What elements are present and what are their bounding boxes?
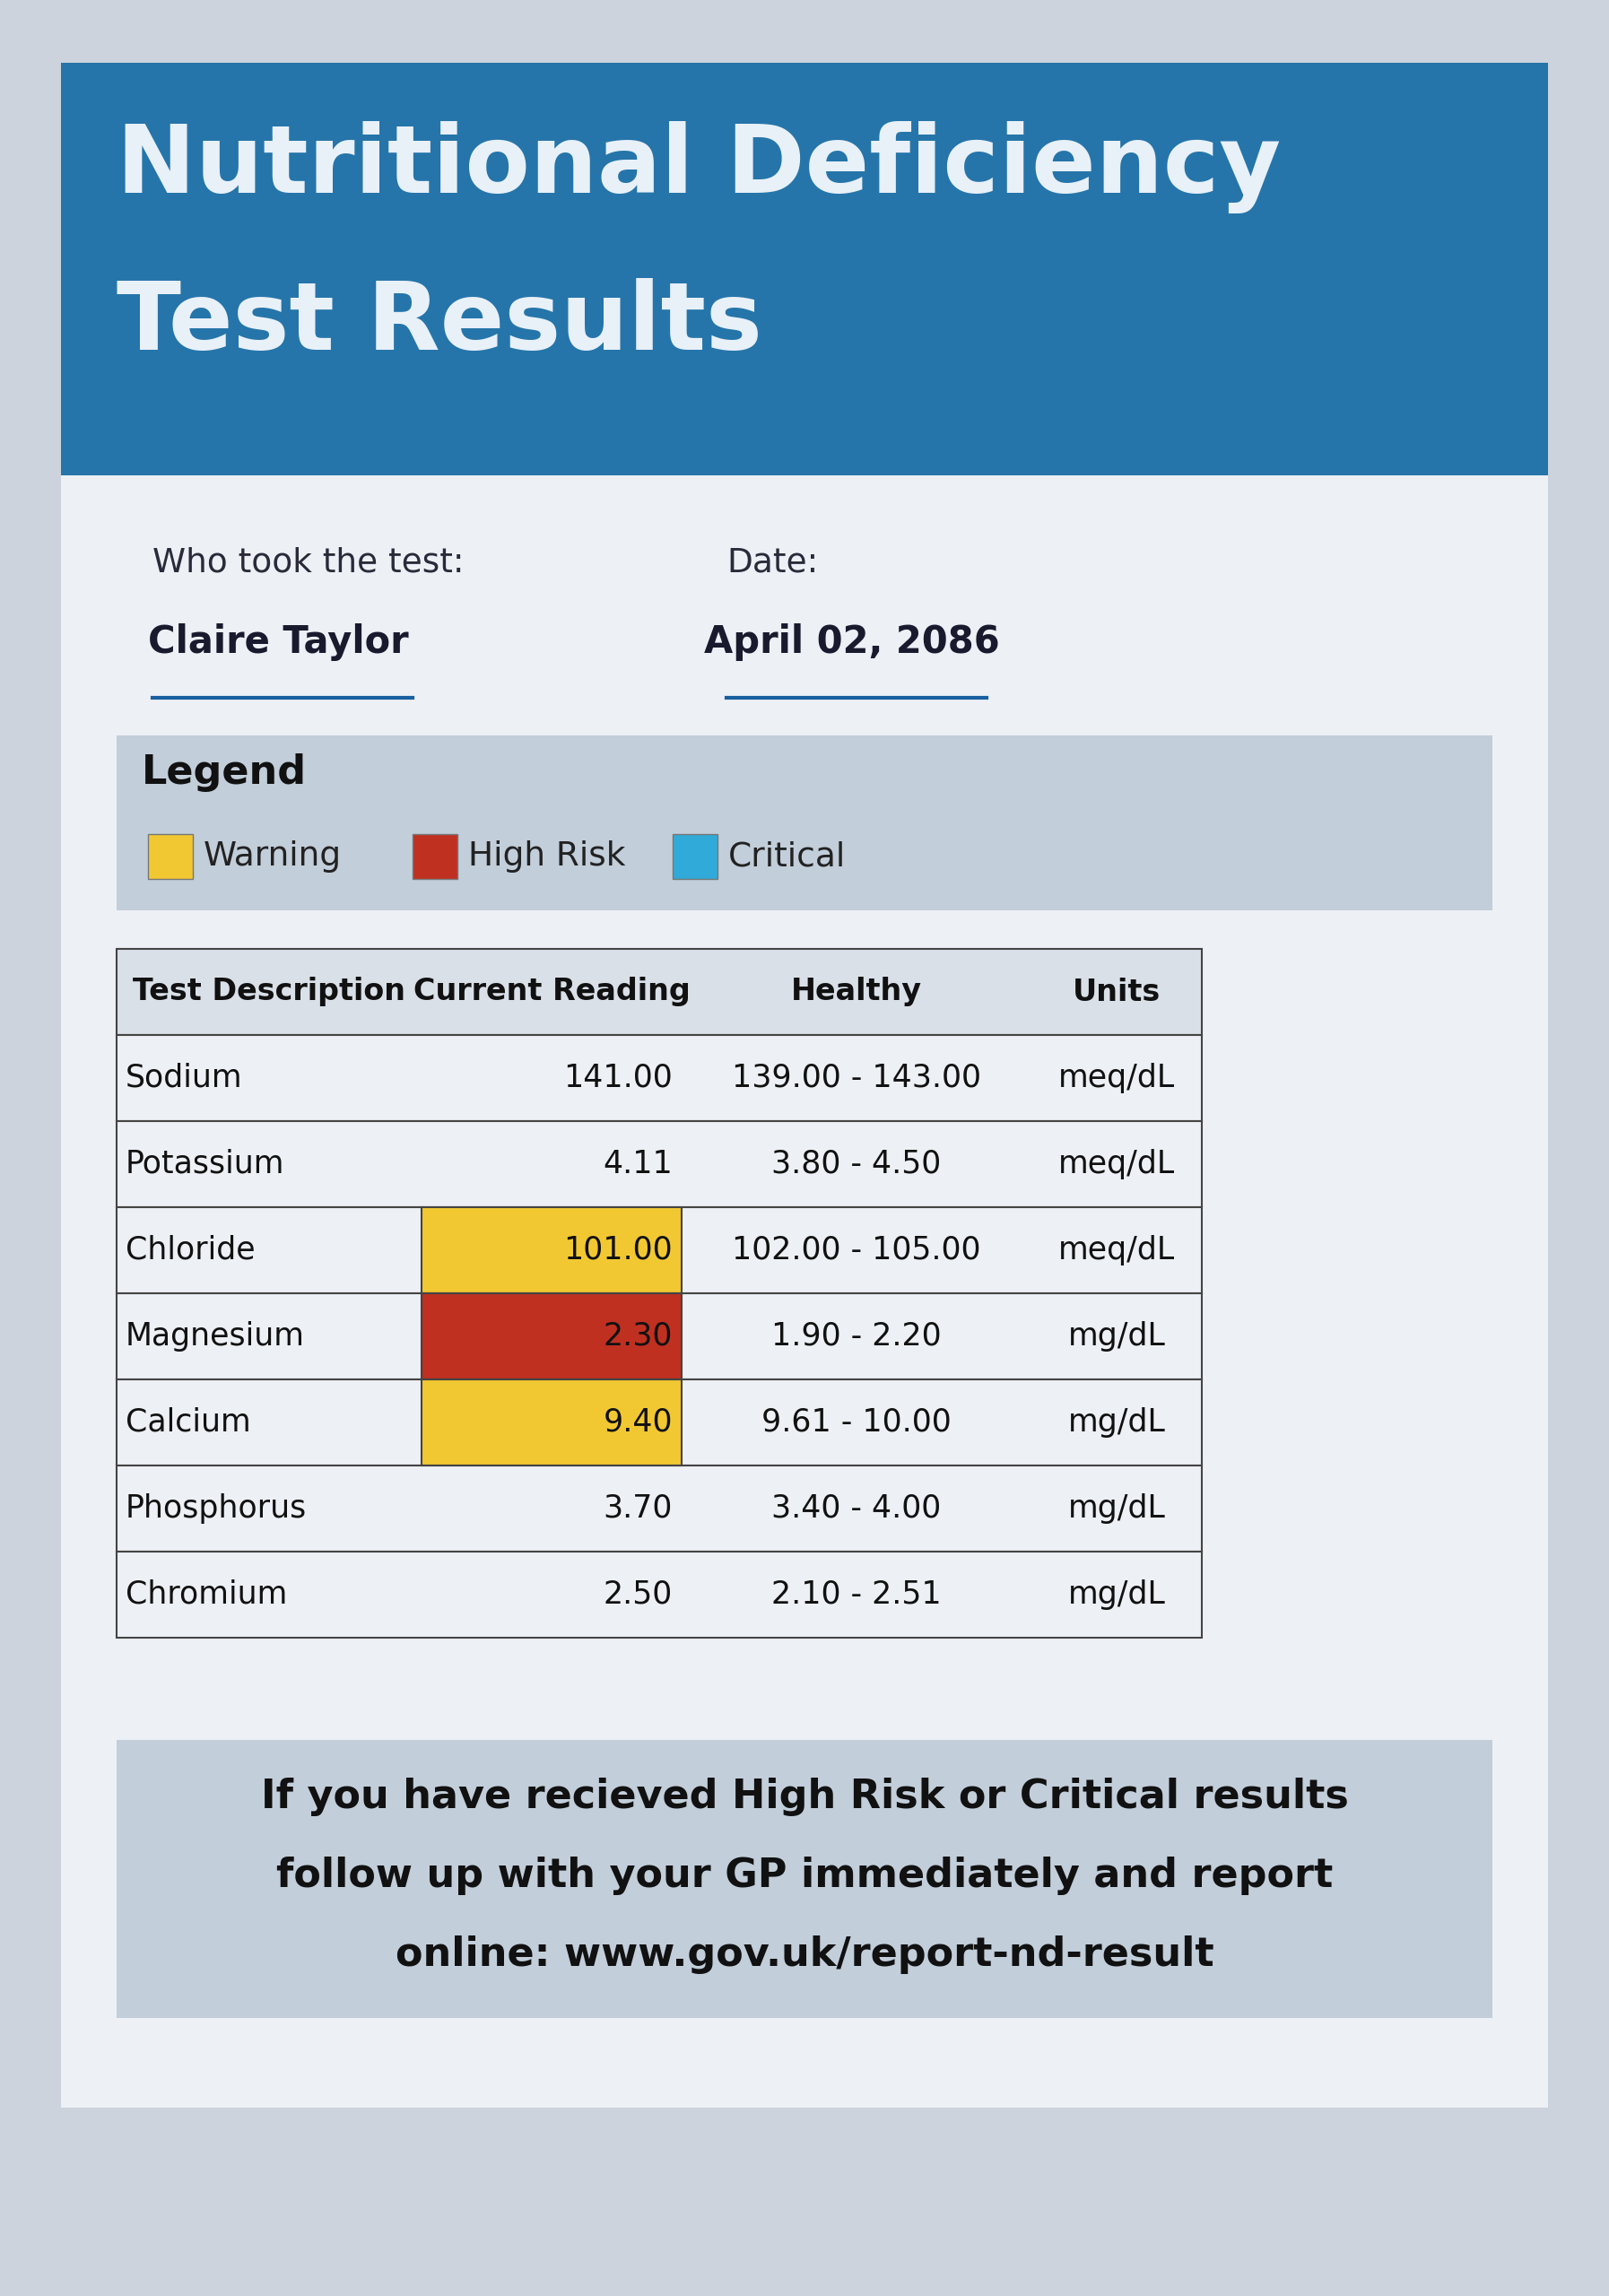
Text: meq/dL: meq/dL <box>1059 1235 1175 1265</box>
Text: If you have recieved High Risk or Critical results: If you have recieved High Risk or Critic… <box>261 1777 1348 1816</box>
Text: follow up with your GP immediately and report: follow up with your GP immediately and r… <box>277 1857 1332 1894</box>
Text: Phosphorus: Phosphorus <box>126 1492 307 1525</box>
FancyBboxPatch shape <box>116 735 1493 909</box>
Text: Healthy: Healthy <box>792 978 922 1006</box>
FancyBboxPatch shape <box>116 948 1202 1035</box>
Text: mg/dL: mg/dL <box>1068 1492 1165 1525</box>
Text: Chromium: Chromium <box>126 1580 288 1609</box>
FancyBboxPatch shape <box>673 833 718 879</box>
Text: Critical: Critical <box>729 840 846 872</box>
Text: 101.00: 101.00 <box>563 1235 673 1265</box>
FancyBboxPatch shape <box>61 62 1548 475</box>
Text: Nutritional Deficiency: Nutritional Deficiency <box>116 122 1281 214</box>
Text: meq/dL: meq/dL <box>1059 1063 1175 1093</box>
Text: mg/dL: mg/dL <box>1068 1320 1165 1352</box>
FancyBboxPatch shape <box>61 475 1548 2108</box>
FancyBboxPatch shape <box>116 1293 1202 1380</box>
FancyBboxPatch shape <box>116 1035 1202 1120</box>
Text: Date:: Date: <box>727 546 819 579</box>
Text: April 02, 2086: April 02, 2086 <box>705 622 999 661</box>
Text: 2.10 - 2.51: 2.10 - 2.51 <box>771 1580 941 1609</box>
FancyBboxPatch shape <box>148 833 193 879</box>
Text: 2.30: 2.30 <box>603 1320 673 1352</box>
FancyBboxPatch shape <box>422 1380 682 1465</box>
Text: 1.90 - 2.20: 1.90 - 2.20 <box>771 1320 941 1352</box>
FancyBboxPatch shape <box>116 1552 1202 1637</box>
Text: Magnesium: Magnesium <box>126 1320 306 1352</box>
Text: High Risk: High Risk <box>468 840 626 872</box>
FancyBboxPatch shape <box>422 1293 682 1380</box>
FancyBboxPatch shape <box>116 1208 1202 1293</box>
FancyBboxPatch shape <box>412 833 457 879</box>
Text: mg/dL: mg/dL <box>1068 1580 1165 1609</box>
Text: 9.61 - 10.00: 9.61 - 10.00 <box>761 1407 951 1437</box>
Text: Warning: Warning <box>204 840 341 872</box>
Text: Sodium: Sodium <box>126 1063 243 1093</box>
Text: Claire Taylor: Claire Taylor <box>148 622 409 661</box>
Text: 3.70: 3.70 <box>603 1492 673 1525</box>
Text: 4.11: 4.11 <box>603 1148 673 1180</box>
Text: online: www.gov.uk/report-nd-result: online: www.gov.uk/report-nd-result <box>396 1936 1213 1975</box>
Text: Legend: Legend <box>142 753 307 792</box>
Text: meq/dL: meq/dL <box>1059 1148 1175 1180</box>
Text: Who took the test:: Who took the test: <box>153 546 463 579</box>
Text: Potassium: Potassium <box>126 1148 285 1180</box>
Text: 2.50: 2.50 <box>603 1580 673 1609</box>
Text: 3.80 - 4.50: 3.80 - 4.50 <box>772 1148 941 1180</box>
FancyBboxPatch shape <box>116 1380 1202 1465</box>
FancyBboxPatch shape <box>116 1465 1202 1552</box>
Text: mg/dL: mg/dL <box>1068 1407 1165 1437</box>
Text: Chloride: Chloride <box>126 1235 256 1265</box>
Text: 9.40: 9.40 <box>603 1407 673 1437</box>
FancyBboxPatch shape <box>422 1208 682 1293</box>
Text: Calcium: Calcium <box>126 1407 251 1437</box>
FancyBboxPatch shape <box>116 1120 1202 1208</box>
Text: 3.40 - 4.00: 3.40 - 4.00 <box>772 1492 941 1525</box>
Text: Test Results: Test Results <box>116 278 763 370</box>
Text: 102.00 - 105.00: 102.00 - 105.00 <box>732 1235 981 1265</box>
Text: 139.00 - 143.00: 139.00 - 143.00 <box>732 1063 981 1093</box>
Text: Current Reading: Current Reading <box>414 978 690 1006</box>
FancyBboxPatch shape <box>116 1740 1493 2018</box>
Text: Test Description: Test Description <box>132 978 405 1006</box>
Text: Units: Units <box>1073 978 1160 1006</box>
Text: 141.00: 141.00 <box>563 1063 673 1093</box>
